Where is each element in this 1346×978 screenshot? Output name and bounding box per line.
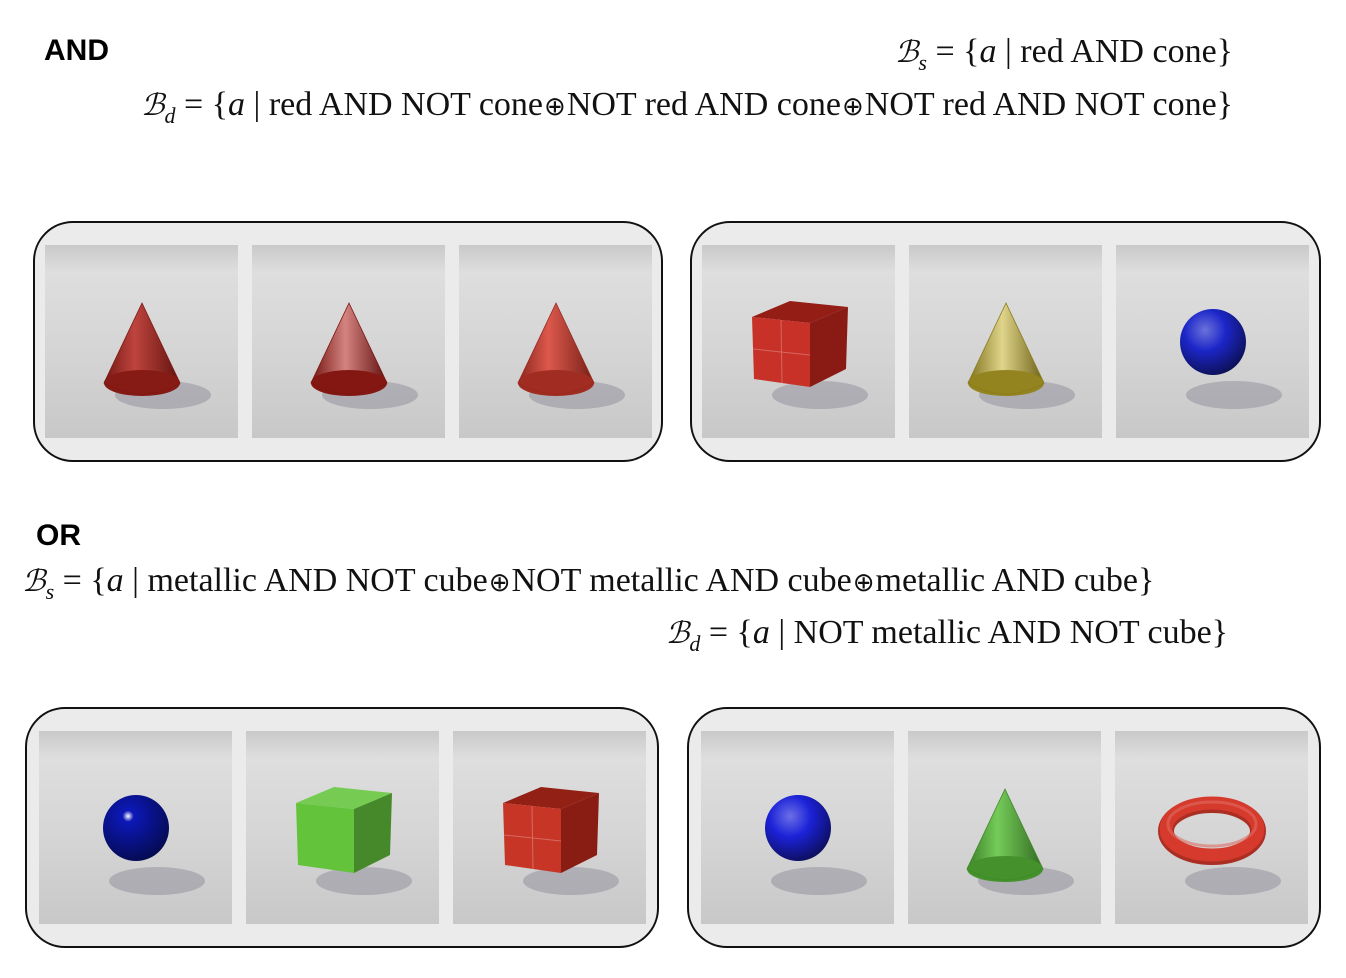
object-render-cone [909, 245, 1102, 438]
term: NOT metallic AND cube [511, 562, 852, 599]
sphere-shape [102, 795, 205, 895]
or-similar-set-formula: ℬs = {a | metallic AND NOT cube⊕NOT meta… [22, 562, 1154, 605]
and-similar-panel [33, 221, 663, 462]
object-render-torus [1114, 731, 1308, 924]
xor-symbol: ⊕ [488, 568, 511, 598]
object-render-sphere [38, 731, 232, 924]
bar: | [769, 614, 794, 651]
object-render-cone [251, 245, 445, 438]
cone-shape [102, 302, 211, 409]
term: red AND NOT cone [268, 86, 544, 123]
b-symbol: ℬ [894, 35, 919, 70]
or-dissimilar-panel [687, 707, 1321, 948]
var: a [228, 86, 246, 123]
var: a [752, 614, 770, 651]
cone-shape [516, 302, 625, 409]
equals-brace: = { [926, 33, 980, 70]
close-brace: } [1211, 614, 1228, 651]
and-similar-set-formula: ℬs = {a | red AND cone} [895, 33, 1233, 76]
close-brace: } [1138, 562, 1155, 599]
sphere-shape [764, 795, 867, 895]
equals-brace: = { [54, 562, 107, 599]
term: NOT red AND cone [566, 86, 841, 123]
close-brace: } [1216, 86, 1233, 123]
or-heading: OR [36, 519, 81, 552]
and-dissimilar-panel [690, 221, 1321, 462]
var: a [979, 33, 997, 70]
object-render-cone [458, 245, 652, 438]
b-symbol: ℬ [22, 564, 46, 599]
xor-symbol: ⊕ [852, 568, 875, 598]
var: a [106, 562, 124, 599]
subscript: s [45, 578, 55, 604]
cone-shape [967, 302, 1075, 409]
object-render-cone [44, 245, 238, 438]
xor-symbol: ⊕ [544, 92, 566, 122]
cube-shape [295, 787, 412, 895]
object-render-cube [702, 245, 895, 438]
xor-symbol: ⊕ [841, 92, 864, 122]
close-brace: } [1216, 33, 1233, 70]
cube-shape [752, 301, 868, 409]
cube-shape [502, 787, 619, 895]
object-render-sphere [700, 731, 894, 924]
b-symbol: ℬ [140, 88, 165, 123]
subscript: d [689, 630, 701, 656]
bar: | [245, 86, 269, 123]
cone-shape [309, 302, 418, 409]
torus-shape [1157, 796, 1281, 895]
cone-shape [965, 788, 1074, 895]
or-similar-panel [25, 707, 659, 948]
object-render-cone [907, 731, 1101, 924]
object-render-cube [245, 731, 439, 924]
term: metallic AND cube [875, 562, 1139, 599]
subscript: d [164, 102, 176, 128]
object-render-sphere [1116, 245, 1309, 438]
and-heading: AND [44, 34, 109, 67]
b-symbol: ℬ [665, 616, 690, 651]
bar: | [996, 33, 1021, 70]
and-dissimilar-set-formula: ℬd = {a | red AND NOT cone⊕NOT red AND c… [141, 86, 1233, 129]
subscript: s [918, 49, 927, 75]
object-render-cube [452, 731, 646, 924]
equals-brace: = { [175, 86, 229, 123]
bar: | [123, 562, 148, 599]
term: red AND cone [1020, 33, 1217, 70]
or-dissimilar-set-formula: ℬd = {a | NOT metallic AND NOT cube} [666, 614, 1228, 657]
sphere-shape [1180, 309, 1282, 409]
equals-brace: = { [700, 614, 753, 651]
term: NOT red AND NOT cone [864, 86, 1217, 123]
term: metallic AND NOT cube [147, 562, 488, 599]
term: NOT metallic AND NOT cube [793, 614, 1212, 651]
